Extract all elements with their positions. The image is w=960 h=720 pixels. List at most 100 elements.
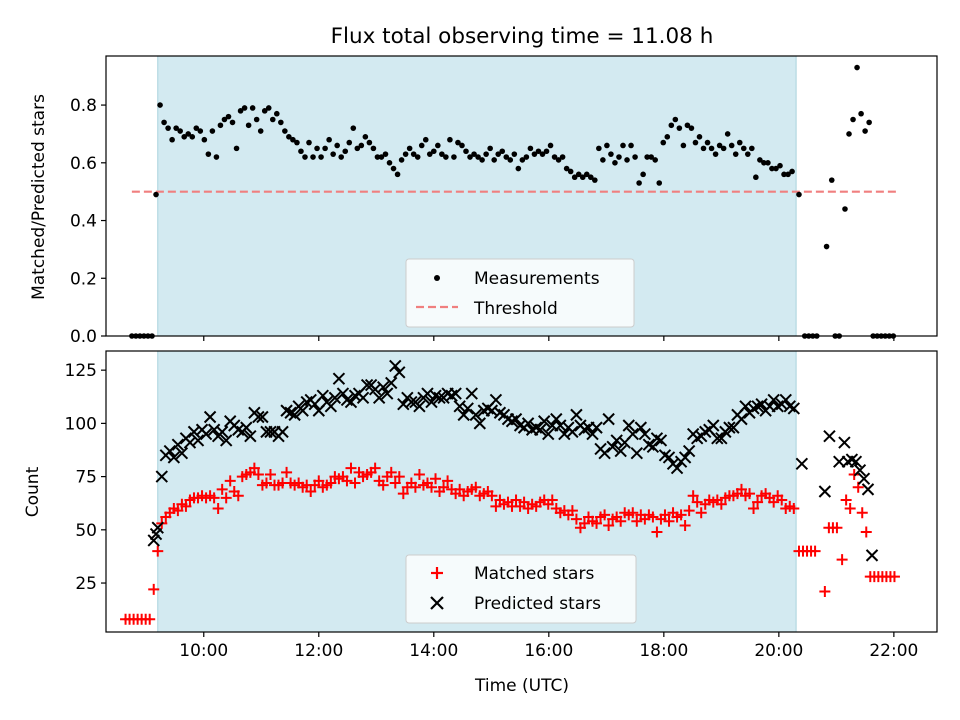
predicted-star-point — [865, 549, 879, 562]
matched-star-point — [430, 473, 442, 485]
legend-predicted-marker — [430, 596, 444, 610]
matched-star-point — [752, 496, 764, 508]
matched-star-point — [578, 517, 590, 529]
measurement-point — [575, 171, 582, 178]
measurement-point — [177, 128, 183, 134]
measurement-point — [479, 157, 485, 163]
matched-star-point — [695, 507, 707, 519]
measurement-point — [796, 191, 802, 198]
matched-star-point — [848, 468, 860, 480]
matched-star-point — [397, 488, 409, 500]
measurement-point — [475, 154, 481, 160]
measurement-point — [225, 113, 232, 120]
matched-star-point — [413, 468, 425, 480]
matched-star-point — [425, 481, 437, 493]
predicted-star-point — [405, 395, 418, 409]
predicted-star-point — [590, 421, 603, 434]
matched-star-point — [831, 522, 843, 534]
matched-star-point — [599, 509, 611, 521]
y-tick-label: 100 — [65, 414, 97, 434]
measurement-point — [753, 174, 759, 181]
measurement-point — [221, 116, 228, 123]
predicted-star-point — [586, 427, 599, 441]
measurement-point — [624, 157, 630, 163]
measurement-point — [350, 125, 357, 131]
measurement-point — [563, 165, 570, 172]
plot-frame — [105, 55, 938, 337]
measurement-point — [858, 110, 864, 117]
x-tick-label: 16:00 — [524, 641, 573, 661]
matched-star-point — [631, 515, 643, 527]
measurement-point — [245, 122, 252, 129]
matched-star-point — [248, 462, 260, 474]
measurement-point — [732, 151, 739, 157]
measurement-point — [342, 148, 349, 155]
matched-star-point — [409, 481, 421, 493]
predicted-star-point — [328, 391, 342, 405]
measurement-point — [435, 142, 441, 149]
matched-star-point — [510, 494, 522, 506]
predicted-star-point — [171, 438, 185, 451]
matched-star-point — [647, 511, 659, 523]
matched-star-point — [687, 490, 699, 502]
predicted-star-point — [849, 455, 863, 468]
measurement-point — [290, 136, 296, 143]
measurement-point — [398, 157, 405, 163]
predicted-star-point — [622, 419, 635, 432]
matched-star-point — [691, 496, 703, 508]
measurement-point — [503, 154, 510, 160]
matched-star-point — [856, 507, 868, 519]
measurement-point — [261, 108, 268, 114]
matched-star-point — [715, 498, 727, 510]
measurement-point — [422, 136, 429, 143]
measurement-point — [302, 154, 308, 160]
matched-star-point — [232, 490, 244, 502]
measurement-point — [740, 145, 747, 152]
predicted-star-point — [461, 402, 474, 415]
y-tick-label: 25 — [75, 574, 97, 594]
measurement-point — [197, 128, 204, 134]
matched-star-point — [490, 500, 502, 512]
legend-threshold-label: Threshold — [473, 299, 558, 319]
measurement-point — [390, 165, 397, 172]
y-tick-label: 50 — [75, 521, 97, 541]
legend-matched-marker — [431, 567, 443, 579]
predicted-star-point — [838, 436, 851, 449]
measurement-point — [846, 131, 852, 137]
measurement-point — [728, 142, 735, 149]
predicted-star-point — [489, 393, 503, 407]
predicted-star-point — [861, 483, 875, 496]
measurement-point — [467, 154, 473, 160]
measurement-point — [551, 154, 558, 160]
predicted-star-point — [360, 378, 374, 392]
measurement-point — [382, 151, 389, 157]
measurement-point — [539, 151, 546, 157]
measurement-point — [249, 105, 256, 111]
x-axis-ticks: 10:00 12:00 14:00 16:00 18:00 20:00 22:00 — [179, 632, 918, 661]
matched-star-point — [438, 481, 450, 493]
predicted-star-point — [654, 434, 668, 447]
matched-star-point — [570, 513, 582, 525]
chart-title: Flux total observing time = 11.08 h — [331, 24, 714, 49]
matched-star-point — [252, 468, 264, 480]
measurement-point — [684, 122, 691, 129]
measurement-point — [439, 151, 445, 157]
measurement-point — [205, 151, 212, 157]
measurements-series — [129, 64, 897, 339]
predicted-star-point — [252, 410, 265, 424]
measurement-point — [298, 148, 304, 155]
matched-star-point — [486, 490, 498, 502]
y-tick-label: 75 — [75, 468, 97, 488]
predicted-star-point — [626, 427, 639, 441]
measurement-point — [628, 142, 634, 149]
measurement-point — [443, 154, 449, 160]
matched-star-point — [208, 492, 220, 504]
measurement-point — [165, 125, 171, 131]
predicted-star-point — [678, 451, 692, 464]
measurement-point — [866, 119, 872, 126]
measurement-point — [692, 139, 699, 146]
measurement-point — [676, 125, 683, 131]
measurement-point — [785, 171, 791, 178]
predicted-star-point — [256, 410, 269, 424]
x-tick-label: 20:00 — [754, 641, 803, 661]
